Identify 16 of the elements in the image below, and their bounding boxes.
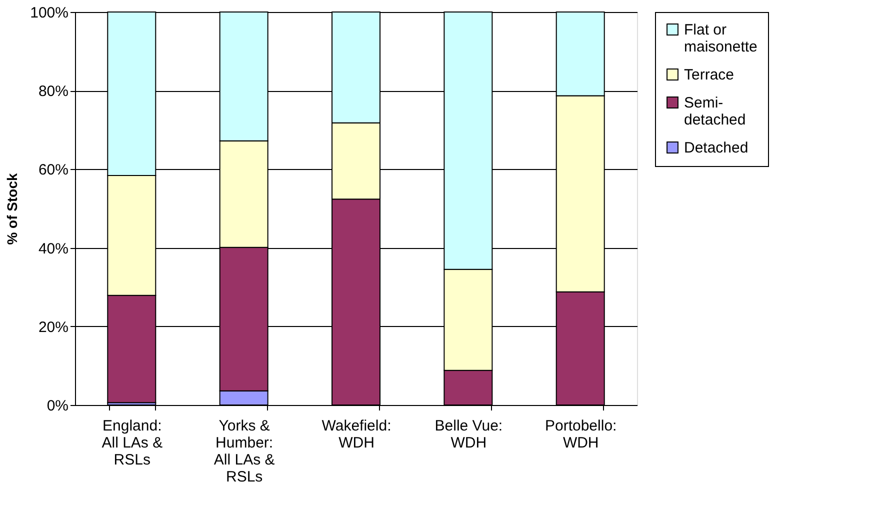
x-tick-label: Yorks & Humber: All LAs & RSLs [214, 418, 275, 486]
x-tick-label: Portobello: WDH [544, 418, 617, 452]
y-tick-label: 60% [38, 162, 68, 179]
y-axis-title: % of Stock [4, 173, 20, 245]
y-tick-label: 100% [30, 4, 68, 22]
legend-label: Terrace [684, 66, 734, 84]
legend-label: Flat or maisonette [684, 22, 758, 56]
x-tick-label: Belle Vue: WDH [434, 418, 503, 452]
y-tick-label: 0% [46, 398, 68, 414]
legend-label: Semi- detached [684, 94, 746, 128]
x-tick-label: Wakefield: WDH [322, 418, 392, 452]
y-tick-label: 40% [38, 240, 68, 258]
y-tick-label: 20% [38, 318, 68, 336]
y-tick-label: 80% [38, 83, 68, 100]
legend-label: Detached [684, 140, 748, 156]
x-tick-label: England: All LAs & RSLs [102, 418, 163, 468]
